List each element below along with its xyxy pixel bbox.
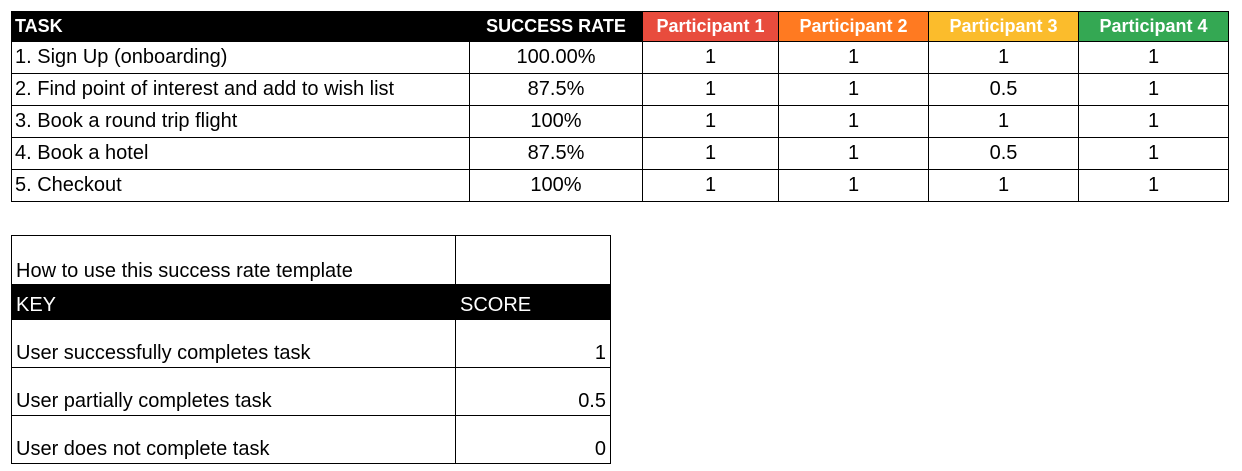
participant-2-score-cell[interactable]: 1 <box>778 73 929 106</box>
header-participant-1[interactable]: Participant 1 <box>642 11 779 42</box>
key-row: User does not complete task 0 <box>11 415 611 464</box>
participant-2-score-cell[interactable]: 1 <box>778 41 929 74</box>
key-title-empty-cell[interactable] <box>455 235 611 285</box>
participant-3-score-cell[interactable]: 0.5 <box>928 137 1079 170</box>
table-row: 5. Checkout 100% 1 1 1 1 <box>11 169 1229 202</box>
key-score[interactable]: 0.5 <box>455 367 611 416</box>
task-cell[interactable]: 5. Checkout <box>11 169 470 202</box>
key-label[interactable]: User does not complete task <box>11 415 456 464</box>
key-row: User successfully completes task 1 <box>11 319 611 368</box>
success-rate-cell[interactable]: 100% <box>469 169 643 202</box>
key-score[interactable]: 1 <box>455 319 611 368</box>
table-row: 2. Find point of interest and add to wis… <box>11 73 1229 106</box>
table-row: 4. Book a hotel 87.5% 1 1 0.5 1 <box>11 137 1229 170</box>
participant-3-score-cell[interactable]: 1 <box>928 169 1079 202</box>
scoring-key-table: How to use this success rate template KE… <box>11 235 611 464</box>
success-rate-table: TASK SUCCESS RATE Participant 1 Particip… <box>11 11 1229 202</box>
header-participant-2[interactable]: Participant 2 <box>778 11 929 42</box>
participant-1-score-cell[interactable]: 1 <box>642 137 779 170</box>
participant-2-score-cell[interactable]: 1 <box>778 169 929 202</box>
participant-1-score-cell[interactable]: 1 <box>642 41 779 74</box>
task-cell[interactable]: 2. Find point of interest and add to wis… <box>11 73 470 106</box>
key-header-row: KEY SCORE <box>11 284 611 320</box>
participant-3-score-cell[interactable]: 1 <box>928 105 1079 138</box>
header-task[interactable]: TASK <box>11 11 470 42</box>
participant-4-score-cell[interactable]: 1 <box>1078 169 1229 202</box>
table-header-row: TASK SUCCESS RATE Participant 1 Particip… <box>11 11 1229 42</box>
header-key[interactable]: KEY <box>11 284 456 320</box>
header-success-rate[interactable]: SUCCESS RATE <box>469 11 643 42</box>
success-rate-cell[interactable]: 100% <box>469 105 643 138</box>
task-cell[interactable]: 4. Book a hotel <box>11 137 470 170</box>
header-participant-3[interactable]: Participant 3 <box>928 11 1079 42</box>
key-score[interactable]: 0 <box>455 415 611 464</box>
participant-1-score-cell[interactable]: 1 <box>642 105 779 138</box>
participant-2-score-cell[interactable]: 1 <box>778 105 929 138</box>
participant-1-score-cell[interactable]: 1 <box>642 169 779 202</box>
success-rate-cell[interactable]: 87.5% <box>469 137 643 170</box>
participant-1-score-cell[interactable]: 1 <box>642 73 779 106</box>
key-row: User partially completes task 0.5 <box>11 367 611 416</box>
participant-4-score-cell[interactable]: 1 <box>1078 41 1229 74</box>
header-participant-4[interactable]: Participant 4 <box>1078 11 1229 42</box>
participant-4-score-cell[interactable]: 1 <box>1078 105 1229 138</box>
participant-3-score-cell[interactable]: 0.5 <box>928 73 1079 106</box>
header-score[interactable]: SCORE <box>455 284 611 320</box>
key-title-row: How to use this success rate template <box>11 235 611 285</box>
success-rate-cell[interactable]: 87.5% <box>469 73 643 106</box>
table-row: 3. Book a round trip flight 100% 1 1 1 1 <box>11 105 1229 138</box>
key-label[interactable]: User partially completes task <box>11 367 456 416</box>
task-cell[interactable]: 1. Sign Up (onboarding) <box>11 41 470 74</box>
key-label[interactable]: User successfully completes task <box>11 319 456 368</box>
participant-2-score-cell[interactable]: 1 <box>778 137 929 170</box>
table-row: 1. Sign Up (onboarding) 100.00% 1 1 1 1 <box>11 41 1229 74</box>
participant-3-score-cell[interactable]: 1 <box>928 41 1079 74</box>
participant-4-score-cell[interactable]: 1 <box>1078 137 1229 170</box>
participant-4-score-cell[interactable]: 1 <box>1078 73 1229 106</box>
success-rate-cell[interactable]: 100.00% <box>469 41 643 74</box>
task-cell[interactable]: 3. Book a round trip flight <box>11 105 470 138</box>
key-title[interactable]: How to use this success rate template <box>11 235 456 285</box>
